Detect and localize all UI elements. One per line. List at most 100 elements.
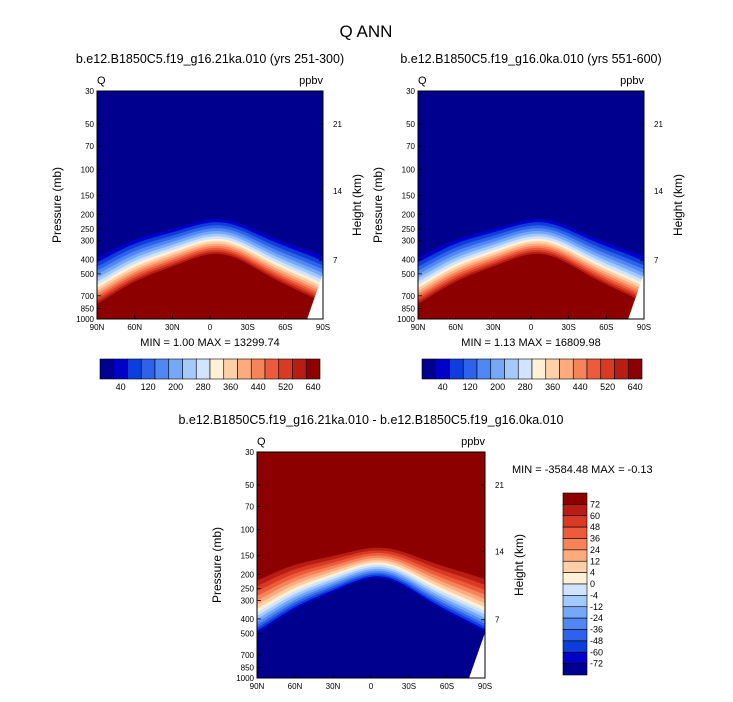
colorbar-swatch	[113, 358, 128, 380]
colorbar-swatch	[586, 358, 602, 380]
panel-3: b.e12.B1850C5.f19_g16.21ka.010 - b.e12.B…	[178, 413, 652, 691]
variable-label: Q	[97, 75, 106, 87]
colorbar-label: 40	[438, 382, 448, 392]
height-tick-label: 14	[654, 187, 663, 196]
x-tick-label: 60N	[288, 682, 303, 691]
colorbar-label: -36	[590, 625, 603, 635]
x-tick-label: 90N	[90, 323, 105, 332]
y-axis-label: Pressure (mb)	[371, 167, 385, 243]
stats-label: MIN = 1.00 MAX = 13299.74	[140, 337, 279, 349]
colorbar-label: 280	[518, 382, 533, 392]
x-tick-label: 60S	[278, 323, 292, 332]
colorbar-swatch	[449, 358, 464, 380]
x-tick-label: 30N	[486, 323, 501, 332]
x-tick-label: 90S	[316, 323, 330, 332]
y-axis-right-label: Height (km)	[671, 174, 685, 236]
colorbar-swatch	[490, 358, 505, 380]
x-tick-label: 30N	[326, 682, 341, 691]
colorbar-swatch	[562, 640, 588, 653]
colorbar-swatch	[476, 358, 492, 380]
colorbar-label: 640	[306, 382, 321, 392]
y-tick-label: 200	[81, 210, 95, 219]
contour-band	[418, 253, 644, 319]
colorbar-swatch	[250, 358, 266, 380]
colorbar-swatch	[562, 538, 588, 551]
y-tick-label: 70	[406, 142, 415, 151]
colorbar-swatch	[517, 358, 533, 380]
y-tick-label: 300	[241, 596, 255, 605]
x-tick-label: 60N	[448, 323, 463, 332]
y-axis-label: Pressure (mb)	[50, 167, 64, 243]
height-tick-label: 7	[333, 256, 338, 265]
colorbar-label: 40	[116, 382, 126, 392]
colorbar-swatch	[545, 358, 560, 380]
x-tick-label: 30S	[402, 682, 416, 691]
colorbar-label: -72	[590, 659, 603, 669]
colorbar-label: -24	[590, 613, 603, 623]
colorbar-swatch	[562, 526, 588, 539]
y-tick-label: 30	[406, 87, 415, 96]
colorbar-swatch	[562, 663, 588, 676]
colorbar-label: -4	[590, 590, 598, 600]
colorbar-swatch	[168, 358, 183, 380]
y-tick-label: 500	[81, 270, 95, 279]
colorbar-label: 48	[590, 522, 600, 532]
colorbar-label: 360	[545, 382, 560, 392]
colorbar-swatch	[264, 358, 280, 380]
colorbar-swatch	[531, 358, 547, 380]
colorbar-swatch	[182, 358, 197, 380]
colorbar-swatch	[209, 358, 225, 380]
colorbar-label: 36	[590, 534, 600, 544]
colorbar-swatch	[237, 358, 252, 380]
y-tick-label: 850	[241, 664, 255, 673]
colorbar-swatch	[627, 358, 643, 380]
y-tick-label: 70	[245, 503, 254, 512]
colorbar-swatch	[435, 358, 450, 380]
height-tick-label: 7	[495, 616, 500, 625]
panel-title: b.e12.B1850C5.f19_g16.21ka.010 - b.e12.B…	[178, 413, 563, 427]
colorbar-label: 440	[251, 382, 266, 392]
colorbar-swatch	[99, 358, 115, 380]
y-tick-label: 50	[245, 481, 254, 490]
colorbar-label: 0	[590, 579, 595, 589]
colorbar-swatch	[504, 358, 519, 380]
missing-data-region	[307, 273, 323, 319]
x-tick-label: 0	[529, 323, 534, 332]
colorbar-label: -12	[590, 602, 603, 612]
colorbar-label: 12	[590, 556, 600, 566]
colorbar-1: 40 120 200 280 360 440 520 640	[99, 358, 321, 392]
colorbar-label: 24	[590, 545, 600, 555]
missing-data-region	[469, 632, 485, 678]
y-tick-label: 30	[245, 448, 254, 457]
figure-title: Q ANN	[340, 22, 393, 41]
y-tick-label: 70	[85, 142, 94, 151]
y-tick-label: 1000	[236, 674, 254, 683]
colorbar-swatch	[572, 358, 588, 380]
colorbar-swatch	[562, 572, 588, 585]
colorbar-swatch	[600, 358, 615, 380]
panel-title: b.e12.B1850C5.f19_g16.21ka.010 (yrs 251-…	[76, 52, 344, 66]
x-tick-label: 60S	[440, 682, 454, 691]
height-tick-label: 21	[654, 120, 663, 129]
colorbar-swatch	[562, 504, 588, 517]
colorbar-swatch	[562, 606, 588, 619]
y-tick-label: 300	[81, 237, 95, 246]
x-tick-label: 90N	[250, 682, 265, 691]
y-tick-label: 500	[241, 629, 255, 638]
panel-1: b.e12.B1850C5.f19_g16.21ka.010 (yrs 251-…	[50, 52, 364, 349]
x-tick-label: 60S	[599, 323, 613, 332]
contour-band	[97, 253, 323, 319]
y-tick-label: 250	[241, 585, 255, 594]
height-tick-label: 21	[333, 120, 342, 129]
y-tick-label: 400	[402, 255, 416, 264]
x-tick-label: 30N	[165, 323, 180, 332]
height-tick-label: 21	[495, 481, 504, 490]
x-tick-label: 30S	[241, 323, 255, 332]
colorbar-label: 200	[490, 382, 505, 392]
colorbar-label: 440	[573, 382, 588, 392]
variable-label: Q	[257, 436, 266, 448]
y-tick-label: 400	[241, 615, 255, 624]
colorbar-swatch	[559, 358, 574, 380]
colorbar-label: 640	[628, 382, 643, 392]
